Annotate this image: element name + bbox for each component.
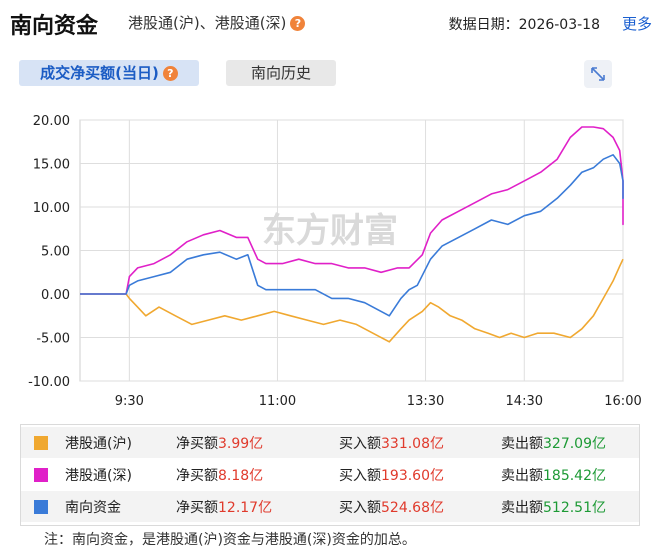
x-tick-label: 9:30	[115, 394, 144, 409]
x-tick-label: 14:30	[506, 394, 543, 409]
expand-button[interactable]	[584, 60, 612, 88]
buy-label: 买入额	[339, 468, 381, 484]
legend-name: 南向资金	[65, 500, 121, 516]
buy-amount: 买入额331.08亿	[339, 433, 444, 453]
more-link[interactable]: 更多	[621, 15, 652, 33]
legend-row-total: 南向资金 净买额12.17亿 买入额524.68亿 卖出额512.51亿	[21, 491, 639, 522]
net-buy: 净买额8.18亿	[176, 465, 263, 485]
net-buy-label: 净买额	[176, 500, 218, 516]
x-tick-label: 11:00	[259, 394, 296, 409]
question-icon[interactable]: ?	[162, 66, 178, 81]
y-tick-label: 20.00	[33, 114, 70, 129]
y-tick-label: 10.00	[33, 201, 70, 216]
question-icon[interactable]: ?	[290, 16, 306, 31]
subtitle: 港股通(沪)、港股通(深)?	[128, 12, 306, 33]
legend-name: 港股通(沪)	[65, 436, 132, 452]
buy-label: 买入额	[339, 500, 381, 516]
chart-lines	[80, 126, 624, 343]
series-line-2	[80, 154, 624, 317]
buy-label: 买入额	[339, 436, 381, 452]
series-line-0	[80, 258, 624, 343]
buy-value: 524.68亿	[381, 500, 444, 516]
net-buy: 净买额12.17亿	[176, 497, 272, 517]
buy-value: 193.60亿	[381, 468, 444, 484]
y-tick-label: 5.00	[41, 245, 70, 260]
y-axis: -10.00 -5.00 0.00 5.00 10.00 15.00 20.00	[28, 114, 70, 390]
footnote: 注：南向资金，是港股通(沪)资金与港股通(深)资金的加总。	[44, 532, 416, 548]
date-label: 数据日期：	[448, 17, 519, 33]
sell-value: 185.42亿	[543, 468, 606, 484]
sell-value: 327.09亿	[543, 436, 606, 452]
header: 南向资金 港股通(沪)、港股通(深)? 数据日期：2026-03-18 更多	[0, 0, 660, 48]
x-axis: 9:30 11:00 13:30 14:30 16:00	[115, 394, 642, 409]
buy-amount: 买入额193.60亿	[339, 465, 444, 485]
net-buy-value: 12.17亿	[218, 500, 273, 516]
legend-table: 港股通(沪) 净买额3.99亿 买入额331.08亿 卖出额327.09亿 港股…	[20, 424, 640, 526]
tab-southbound-history[interactable]: 南向历史	[226, 60, 336, 86]
subtitle-text: 港股通(沪)、港股通(深)	[128, 14, 287, 32]
legend-swatch	[34, 468, 48, 482]
watermark: 东方财富	[262, 211, 398, 251]
buy-amount: 买入额524.68亿	[339, 497, 444, 517]
y-tick-label: 0.00	[41, 288, 70, 303]
tab-net-buy-today[interactable]: 成交净买额(当日)?	[19, 60, 199, 86]
sell-label: 卖出额	[501, 468, 543, 484]
series-line-1	[80, 126, 624, 295]
legend-row-sz: 港股通(深) 净买额8.18亿 买入额193.60亿 卖出额185.42亿	[21, 459, 639, 490]
legend-name: 港股通(深)	[65, 468, 132, 484]
x-tick-label: 16:00	[604, 394, 641, 409]
sell-label: 卖出额	[501, 500, 543, 516]
net-buy-value: 8.18亿	[218, 468, 264, 484]
chart: 东方财富 -10.00-5.000.005.0010.0015.0020.00 …	[28, 114, 642, 409]
sell-label: 卖出额	[501, 436, 543, 452]
legend-swatch	[34, 436, 48, 450]
y-tick-label: -10.00	[28, 375, 70, 390]
net-buy: 净买额3.99亿	[176, 433, 263, 453]
page-title: 南向资金	[10, 14, 99, 39]
date-value: 2026-03-18	[518, 17, 600, 33]
chart-grid	[79, 119, 624, 382]
sell-value: 512.51亿	[543, 500, 606, 516]
expand-arrows-icon	[591, 67, 605, 81]
legend-swatch	[34, 500, 48, 514]
buy-value: 331.08亿	[381, 436, 444, 452]
sell-amount: 卖出额327.09亿	[501, 433, 606, 453]
sell-amount: 卖出额185.42亿	[501, 465, 606, 485]
x-tick-label: 13:30	[407, 394, 444, 409]
legend-row-sh: 港股通(沪) 净买额3.99亿 买入额331.08亿 卖出额327.09亿	[21, 427, 639, 458]
net-buy-label: 净买额	[176, 436, 218, 452]
tab-label: 成交净买额(当日)	[40, 64, 159, 82]
y-tick-label: 15.00	[33, 158, 70, 173]
sell-amount: 卖出额512.51亿	[501, 497, 606, 517]
data-date: 数据日期：2026-03-18	[449, 14, 600, 34]
net-buy-label: 净买额	[176, 468, 218, 484]
y-tick-label: -5.00	[36, 332, 70, 347]
net-buy-value: 3.99亿	[218, 436, 264, 452]
